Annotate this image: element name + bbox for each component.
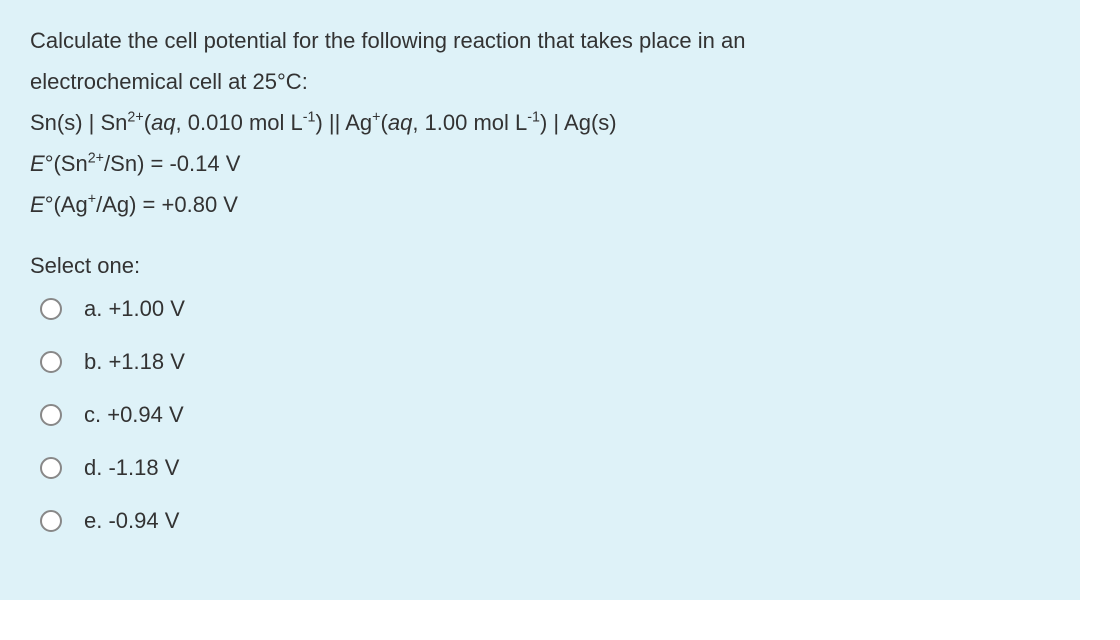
option-label: a. +1.00 V	[84, 292, 185, 325]
radio-icon[interactable]	[40, 351, 62, 373]
option-label: b. +1.18 V	[84, 345, 185, 378]
neg1a: -1	[303, 110, 316, 126]
open2: (	[381, 110, 388, 135]
conc2: , 1.00 mol L	[412, 110, 527, 135]
e2-deg: °(Ag	[45, 192, 88, 217]
ag-charge-sup: +	[372, 110, 380, 126]
option-b[interactable]: b. +1.18 V	[40, 345, 1050, 378]
conc1: , 0.010 mol L	[176, 110, 303, 135]
e2-line: E°(Ag+/Ag) = +0.80 V	[30, 188, 1050, 221]
option-c[interactable]: c. +0.94 V	[40, 398, 1050, 431]
close-end: ) | Ag(s)	[540, 110, 617, 135]
prompt-line-2: electrochemical cell at 25°C:	[30, 65, 1050, 98]
close-bar: ) || Ag	[315, 110, 372, 135]
e2-sup: +	[88, 192, 96, 208]
option-label: d. -1.18 V	[84, 451, 179, 484]
aq1: aq	[151, 110, 175, 135]
question-card: Calculate the cell potential for the fol…	[0, 0, 1080, 600]
aq2: aq	[388, 110, 412, 135]
options-list: a. +1.00 V b. +1.18 V c. +0.94 V d. -1.1…	[40, 292, 1050, 537]
prompt-line-1: Calculate the cell potential for the fol…	[30, 24, 1050, 57]
e2-rest: /Ag) = +0.80 V	[96, 192, 238, 217]
select-one-label: Select one:	[30, 249, 1050, 282]
option-label: c. +0.94 V	[84, 398, 184, 431]
option-d[interactable]: d. -1.18 V	[40, 451, 1050, 484]
option-label: e. -0.94 V	[84, 504, 179, 537]
e1-rest: /Sn) = -0.14 V	[104, 151, 240, 176]
radio-icon[interactable]	[40, 457, 62, 479]
neg1b: -1	[527, 110, 540, 126]
open1: (	[144, 110, 151, 135]
e1-deg: °(Sn	[45, 151, 88, 176]
option-e[interactable]: e. -0.94 V	[40, 504, 1050, 537]
radio-icon[interactable]	[40, 298, 62, 320]
e2-E: E	[30, 192, 45, 217]
option-a[interactable]: a. +1.00 V	[40, 292, 1050, 325]
e1-sup: 2+	[88, 151, 104, 167]
radio-icon[interactable]	[40, 510, 62, 532]
cell-sn-prefix: Sn(s) | Sn	[30, 110, 127, 135]
cell-notation: Sn(s) | Sn2+(aq, 0.010 mol L-1) || Ag+(a…	[30, 106, 1050, 139]
e1-E: E	[30, 151, 45, 176]
question-prompt: Calculate the cell potential for the fol…	[30, 24, 1050, 221]
sn-charge-sup: 2+	[127, 110, 143, 126]
radio-icon[interactable]	[40, 404, 62, 426]
e1-line: E°(Sn2+/Sn) = -0.14 V	[30, 147, 1050, 180]
